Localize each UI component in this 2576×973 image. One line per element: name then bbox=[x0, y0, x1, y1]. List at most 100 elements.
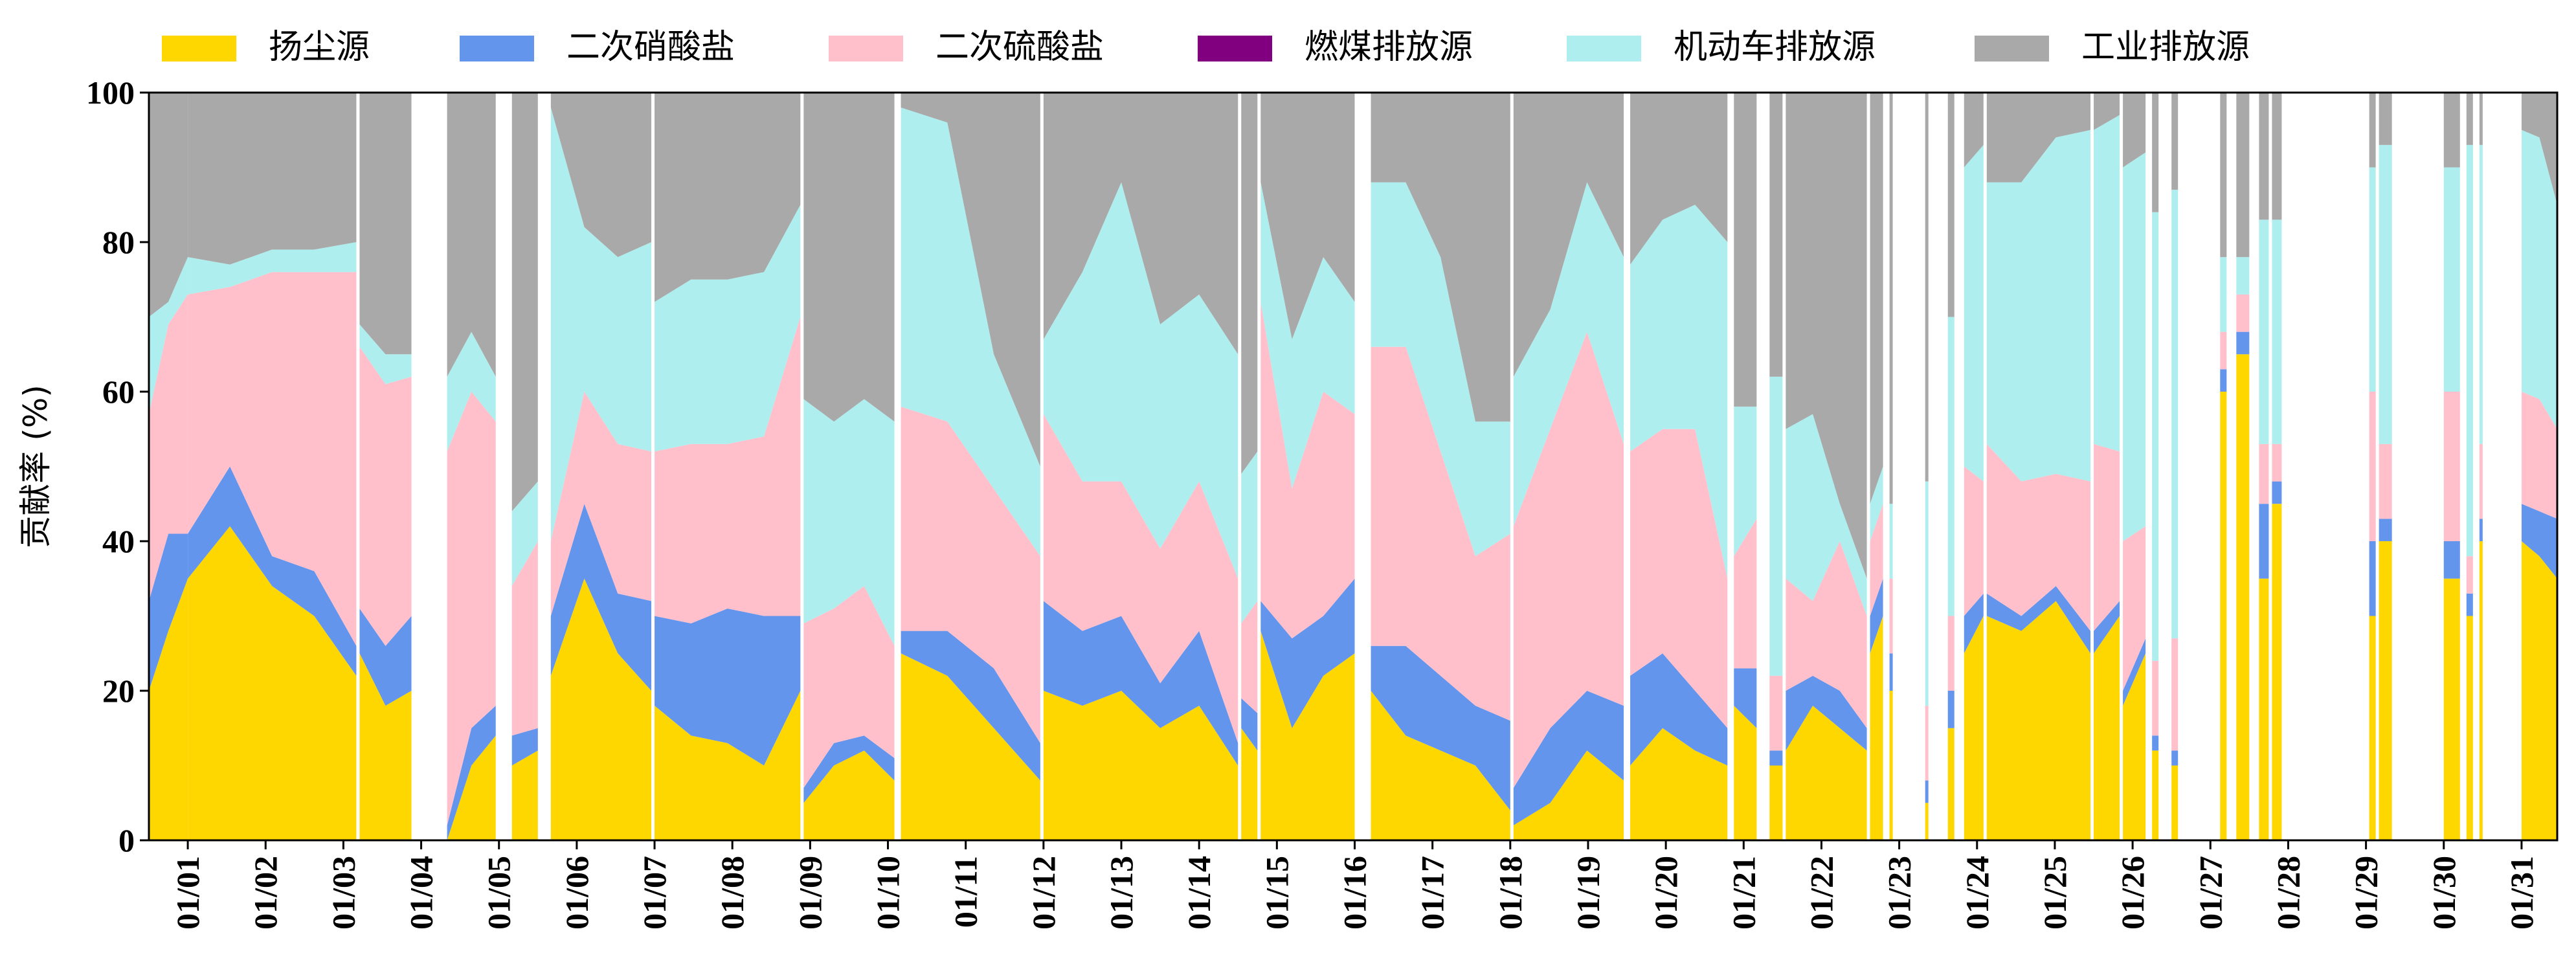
area-5-segment-35 bbox=[2466, 93, 2473, 145]
x-tick-label: 01/22 bbox=[1803, 856, 1839, 930]
area-4-segment-19 bbox=[1889, 504, 1893, 579]
x-tick-label: 01/08 bbox=[714, 856, 750, 930]
y-axis-label: 贡献率 (%) bbox=[17, 385, 54, 548]
area-5-segment-12 bbox=[1371, 93, 1510, 422]
x-tick-label: 01/16 bbox=[1337, 856, 1373, 930]
area-1-segment-31 bbox=[2272, 481, 2282, 504]
area-1-segment-10 bbox=[1241, 698, 1258, 751]
area-2-segment-26 bbox=[2152, 660, 2159, 736]
plot-area bbox=[149, 93, 2557, 840]
area-2-segment-12 bbox=[1371, 346, 1510, 721]
area-1-segment-34 bbox=[2443, 541, 2460, 579]
area-4-segment-31 bbox=[2272, 219, 2282, 444]
data-segment bbox=[1371, 93, 1510, 840]
area-2-segment-10 bbox=[1241, 601, 1258, 713]
area-2-segment-21 bbox=[1947, 616, 1954, 691]
area-1-segment-19 bbox=[1889, 653, 1893, 691]
legend-swatch bbox=[460, 36, 534, 62]
x-tick-label: 01/15 bbox=[1259, 856, 1295, 930]
area-0-segment-4 bbox=[511, 750, 538, 840]
area-0-segment-36 bbox=[2479, 541, 2483, 840]
area-1-segment-12 bbox=[1371, 645, 1510, 811]
data-segment bbox=[2094, 93, 2120, 840]
data-segment bbox=[901, 93, 1040, 840]
area-1-segment-11 bbox=[1260, 578, 1355, 728]
data-segment bbox=[1513, 93, 1624, 840]
data-segment bbox=[2220, 93, 2227, 840]
x-tick-label: 01/01 bbox=[170, 856, 206, 930]
y-tick-label: 0 bbox=[118, 822, 135, 858]
area-2-segment-32 bbox=[2369, 392, 2376, 541]
x-tick-label: 01/26 bbox=[2114, 856, 2151, 930]
area-5-segment-24 bbox=[2094, 93, 2120, 130]
area-5-segment-19 bbox=[1889, 93, 1893, 504]
area-0-segment-28 bbox=[2220, 392, 2227, 840]
legend-swatch bbox=[1975, 36, 2049, 62]
area-4-segment-15 bbox=[1734, 407, 1757, 557]
area-0-segment-13 bbox=[1513, 750, 1624, 840]
area-0-segment-31 bbox=[2272, 504, 2282, 840]
data-segment bbox=[550, 93, 652, 840]
area-5-segment-30 bbox=[2259, 93, 2269, 220]
area-2-segment-29 bbox=[2236, 294, 2250, 332]
data-segment bbox=[1964, 93, 1984, 840]
area-1-segment-0 bbox=[149, 533, 188, 691]
data-segment bbox=[1734, 93, 1757, 840]
data-segment bbox=[2521, 93, 2557, 840]
data-segment bbox=[2479, 93, 2483, 840]
area-5-segment-37 bbox=[2521, 93, 2557, 205]
data-segment bbox=[2369, 93, 2376, 840]
area-4-segment-29 bbox=[2236, 257, 2250, 295]
area-5-segment-18 bbox=[1870, 93, 1883, 504]
area-4-segment-36 bbox=[2479, 144, 2483, 444]
area-2-segment-34 bbox=[2443, 392, 2460, 541]
area-4-segment-11 bbox=[1260, 182, 1355, 489]
area-0-segment-24 bbox=[2094, 616, 2120, 840]
area-1-segment-24 bbox=[2094, 601, 2120, 654]
area-1-segment-13 bbox=[1513, 691, 1624, 825]
area-4-segment-33 bbox=[2379, 144, 2392, 444]
area-4-segment-34 bbox=[2443, 167, 2460, 392]
area-4-segment-23 bbox=[1986, 129, 2091, 482]
plot-frame bbox=[148, 91, 2559, 842]
area-1-segment-27 bbox=[2171, 750, 2178, 766]
area-0-segment-23 bbox=[1986, 601, 2091, 840]
data-segment bbox=[803, 93, 895, 840]
x-tick-label: 01/24 bbox=[1959, 856, 1995, 930]
area-2-segment-9 bbox=[1043, 414, 1238, 743]
legend-label: 二次硝酸盐 bbox=[566, 28, 735, 67]
area-1-segment-2 bbox=[359, 608, 412, 706]
legend-item: 扬尘源 bbox=[162, 28, 370, 67]
area-5-segment-23 bbox=[1986, 93, 2091, 183]
area-1-segment-18 bbox=[1870, 578, 1883, 654]
area-0-segment-16 bbox=[1769, 765, 1783, 840]
area-0-segment-1 bbox=[188, 526, 357, 840]
area-4-segment-18 bbox=[1870, 466, 1883, 541]
y-tick-label: 40 bbox=[102, 523, 135, 559]
area-1-segment-22 bbox=[1964, 593, 1984, 654]
legend-item: 燃煤排放源 bbox=[1198, 28, 1473, 67]
area-5-segment-22 bbox=[1964, 93, 1984, 168]
data-segment bbox=[2466, 93, 2473, 840]
area-0-segment-10 bbox=[1241, 728, 1258, 840]
area-1-segment-14 bbox=[1630, 653, 1728, 766]
x-tick-label: 01/19 bbox=[1570, 856, 1606, 930]
area-0-segment-21 bbox=[1947, 728, 1954, 840]
area-0-segment-5 bbox=[550, 578, 652, 840]
area-5-segment-31 bbox=[2272, 93, 2282, 220]
data-segment bbox=[1870, 93, 1883, 840]
area-1-segment-9 bbox=[1043, 601, 1238, 766]
area-0-segment-35 bbox=[2466, 616, 2473, 840]
data-segment bbox=[1769, 93, 1783, 840]
area-4-segment-17 bbox=[1786, 414, 1867, 616]
area-2-segment-20 bbox=[1925, 706, 1929, 781]
area-4-segment-37 bbox=[2521, 129, 2557, 429]
area-4-segment-4 bbox=[511, 481, 538, 587]
x-tick-label: 01/31 bbox=[2503, 856, 2540, 930]
area-0-segment-20 bbox=[1925, 803, 1929, 840]
x-tick-label: 01/27 bbox=[2192, 856, 2228, 930]
area-2-segment-25 bbox=[2123, 526, 2146, 691]
area-2-segment-14 bbox=[1630, 429, 1728, 728]
area-1-segment-32 bbox=[2369, 541, 2376, 616]
